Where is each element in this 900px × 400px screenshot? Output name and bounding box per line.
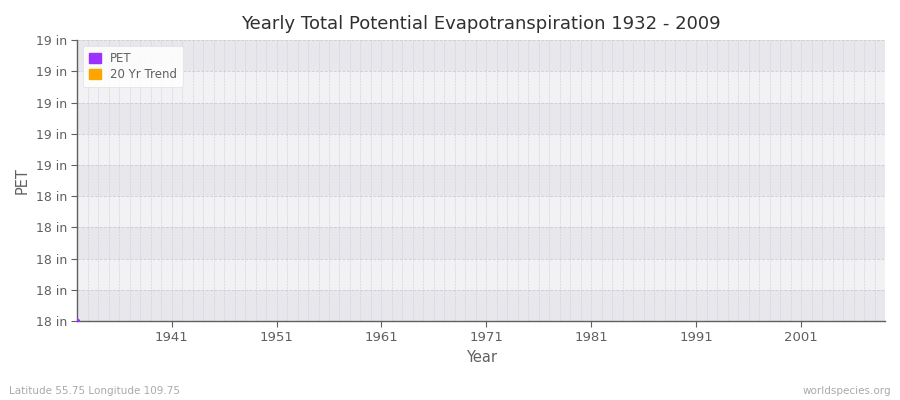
Bar — [77, 71, 885, 102]
Bar — [77, 165, 885, 196]
Bar — [77, 102, 885, 134]
Y-axis label: PET: PET — [15, 167, 30, 194]
Bar — [77, 134, 885, 165]
Bar — [77, 196, 885, 227]
Title: Yearly Total Potential Evapotranspiration 1932 - 2009: Yearly Total Potential Evapotranspiratio… — [241, 15, 721, 33]
Bar — [77, 259, 885, 290]
Bar — [77, 40, 885, 71]
Bar — [77, 290, 885, 321]
Text: worldspecies.org: worldspecies.org — [803, 386, 891, 396]
Text: Latitude 55.75 Longitude 109.75: Latitude 55.75 Longitude 109.75 — [9, 386, 180, 396]
Legend: PET, 20 Yr Trend: PET, 20 Yr Trend — [83, 46, 184, 87]
Bar — [77, 227, 885, 259]
X-axis label: Year: Year — [465, 350, 497, 365]
